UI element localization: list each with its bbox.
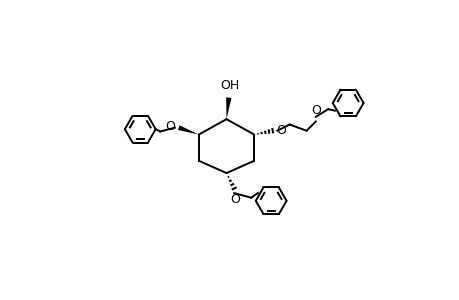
- Text: O: O: [310, 104, 320, 117]
- Text: OH: OH: [219, 79, 239, 92]
- Polygon shape: [178, 125, 198, 135]
- Text: O: O: [230, 193, 240, 206]
- Text: O: O: [276, 124, 286, 137]
- Polygon shape: [226, 97, 231, 119]
- Text: O: O: [165, 120, 174, 134]
